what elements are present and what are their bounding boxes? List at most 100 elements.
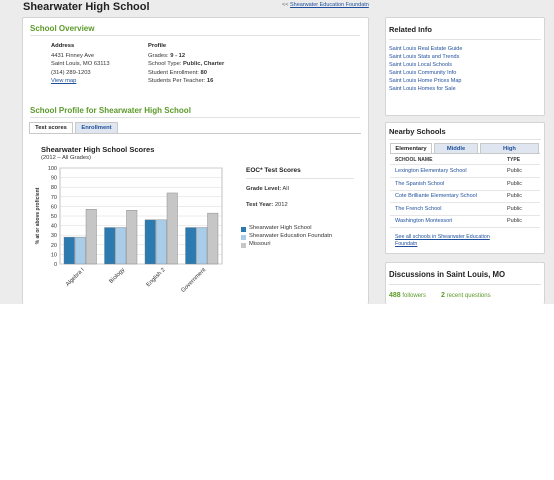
page-title: Shearwater High School — [23, 1, 150, 13]
address-label: Address — [51, 43, 75, 49]
followers-count: 488 — [389, 292, 401, 299]
nearby-school-link[interactable]: The French School — [395, 205, 442, 212]
header-row-divider — [390, 164, 540, 165]
bar-2 — [126, 210, 138, 265]
overview-divider — [30, 35, 360, 36]
y-tick-label: 40 — [51, 224, 57, 230]
school-type-row: School Type: Public, Charter — [148, 61, 225, 68]
y-tick-label: 70 — [51, 195, 57, 201]
nearby-school-type: Public — [507, 168, 522, 174]
test-year-value: 2012 — [274, 202, 288, 208]
legend-swatch-district — [241, 235, 246, 240]
back-link-label[interactable]: Shearwater Education Foundatn — [289, 2, 369, 8]
overview-heading: School Overview — [30, 24, 95, 33]
col-header-type: TYPE — [507, 157, 521, 163]
grades-row: Grades: 9 - 12 — [148, 53, 186, 59]
bar-0 — [63, 236, 75, 265]
see-all-schools-link[interactable]: See all schools in Shearwater Education … — [395, 234, 490, 247]
y-tick-label: 10 — [51, 252, 57, 258]
legend-swatch-school — [241, 227, 246, 232]
y-tick-label: 20 — [51, 243, 57, 249]
bar-1 — [155, 219, 167, 265]
related-link[interactable]: Saint Louis Community Info — [389, 70, 457, 76]
profile-block: Profile Grades: 9 - 12 School Type: Publ… — [148, 43, 224, 85]
y-tick-label: 80 — [51, 185, 57, 191]
back-arrow-icon: << — [282, 2, 289, 8]
questions-label: recent questions — [446, 293, 491, 299]
eoc-divider — [246, 178, 354, 179]
row-divider — [390, 214, 540, 216]
related-link[interactable]: Saint Louis Homes for Sale — [389, 86, 456, 92]
nearby-school-link[interactable]: Cote Brilliante Elementary School — [395, 193, 477, 199]
row-divider — [390, 202, 540, 203]
scores-bar-chart: 0 10 20 30 40 50 60 70 80 90 100 % at or above prof… — [35, 166, 223, 294]
profile-label: Profile — [148, 43, 167, 49]
discussions-divider — [389, 284, 541, 285]
test-year-row: Test Year: 2012 — [246, 202, 288, 208]
questions-count: 2 — [441, 292, 445, 299]
address-line2: Saint Louis, MO 63113 — [51, 61, 110, 68]
questions-stat[interactable]: 2 recent questions — [441, 292, 491, 299]
nearby-tab-line — [390, 153, 540, 154]
followers-label: followers — [402, 293, 427, 299]
related-link[interactable]: Saint Louis Local Schools — [389, 62, 452, 68]
enrollment-row: Student Enrollment: 80 — [148, 69, 207, 76]
x-tick-label: English 2 — [146, 267, 167, 288]
school-type-value: Public, Charter — [183, 61, 225, 68]
address-line1: 4431 Finney Ave — [51, 53, 95, 59]
row-divider — [390, 227, 540, 228]
grades-value: 9 - 12 — [170, 53, 186, 59]
y-tick-label: 90 — [51, 176, 57, 182]
discussions-panel — [385, 262, 545, 304]
related-info-divider — [389, 39, 541, 40]
phone-number: (314) 289-1203 — [51, 69, 91, 76]
see-all-line2: Foundatn — [395, 240, 418, 247]
bar-0 — [185, 227, 197, 265]
back-to-district-link[interactable]: << Shearwater Education Foundatn — [282, 2, 369, 8]
tab-bar-line — [29, 133, 361, 134]
nearby-schools-title: Nearby Schools — [389, 127, 446, 136]
eoc-title: EOC* Test Scores — [246, 167, 301, 174]
nearby-school-link[interactable]: Washington Montessori — [395, 218, 453, 224]
ratio-row: Students Per Teacher: 16 — [148, 77, 214, 84]
x-tick-label: Government — [180, 267, 207, 294]
bar-1 — [115, 227, 127, 265]
grade-level-value: All — [282, 186, 289, 192]
see-all-line1: See all schools in Shearwater Education — [395, 234, 490, 240]
bar-1 — [196, 227, 208, 265]
related-link[interactable]: Saint Louis Stats and Trends — [389, 54, 460, 60]
nearby-school-type: Public — [507, 205, 522, 212]
address-block: Address 4431 Finney Ave Saint Louis, MO … — [51, 43, 110, 85]
nearby-school-link[interactable]: Lexington Elementary School — [395, 168, 467, 174]
bar-2 — [207, 212, 219, 265]
related-link[interactable]: Saint Louis Real Estate Guide — [389, 46, 463, 52]
col-header-school-name: SCHOOL NAME — [395, 157, 433, 163]
nearby-divider — [389, 139, 541, 140]
legend-label-district: Shearwater Education Foundatn — [249, 233, 333, 239]
y-tick-label: 50 — [51, 214, 57, 220]
nearby-school-type: Public — [507, 180, 522, 187]
y-tick-label: 0 — [54, 262, 57, 268]
row-divider — [390, 189, 540, 191]
followers-stat[interactable]: 488 followers — [389, 292, 426, 299]
y-tick-label: 30 — [51, 233, 57, 239]
bar-0 — [144, 219, 156, 265]
nearby-school-link[interactable]: The Spanish School — [395, 180, 445, 187]
legend-label-school: Shearwater High School — [249, 225, 312, 231]
legend-swatch-state — [241, 243, 246, 248]
view-map-link[interactable]: View map — [51, 77, 77, 84]
profile-divider — [30, 117, 360, 118]
y-tick-label: 100 — [48, 166, 57, 172]
school-profile-heading: School Profile for Shearwater High Schoo… — [30, 106, 191, 115]
bar-2 — [166, 192, 178, 265]
bar-1 — [74, 236, 86, 265]
legend-label-state: Missouri — [249, 241, 271, 247]
related-link[interactable]: Saint Louis Home Prices Map — [389, 78, 462, 84]
grade-level-row: Grade Level: All — [246, 186, 289, 192]
y-tick-label: 60 — [51, 204, 57, 210]
discussions-title: Discussions in Saint Louis, MO — [389, 270, 506, 279]
nearby-school-type: Public — [507, 218, 522, 224]
x-tick-label: Algebra I — [65, 267, 86, 288]
nearby-school-type: Public — [507, 193, 522, 199]
x-tick-label: Biology — [108, 267, 126, 285]
